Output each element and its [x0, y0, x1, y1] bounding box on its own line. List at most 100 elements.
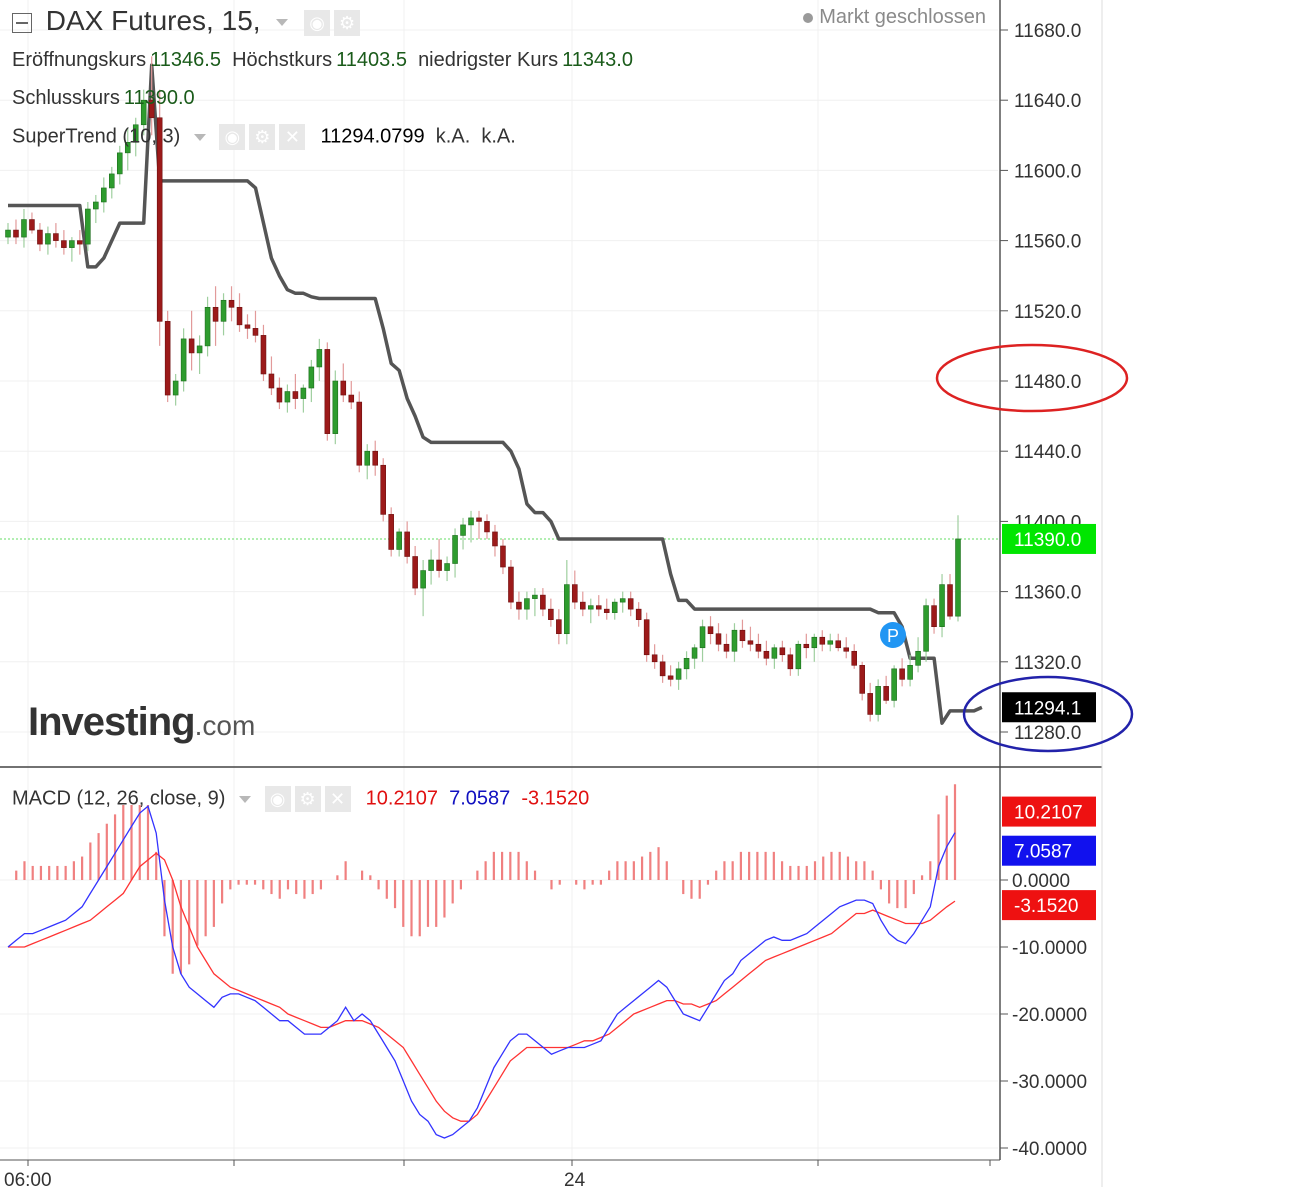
candle-body: [484, 521, 490, 533]
candle-body: [101, 187, 107, 203]
eye-icon[interactable]: ◉: [219, 124, 246, 150]
candle-body: [45, 233, 51, 245]
signal-value: -3.1520: [521, 787, 590, 810]
candle-body: [603, 608, 610, 613]
macd-legend: MACD (12, 26, close, 9) ◉ ⚙ ✕ 10.2107 7.05…: [12, 786, 589, 812]
candle-body: [428, 559, 434, 571]
open-label: Eröffnungskurs: [12, 49, 147, 71]
candle-body: [508, 566, 514, 603]
price-tick-label: 11280.0: [1014, 723, 1081, 744]
status-dot-icon: [803, 12, 814, 23]
candle-body: [763, 650, 770, 659]
chevron-down-icon[interactable]: [238, 795, 251, 803]
candle-body: [388, 514, 394, 550]
price-tick-label: 11440.0: [1014, 442, 1081, 463]
candle-body: [308, 366, 315, 389]
candle-body: [691, 647, 698, 659]
candle-body: [811, 636, 818, 649]
candle-body: [659, 661, 666, 677]
macd-tag: 7.0587: [1014, 842, 1072, 863]
candle-body: [228, 299, 235, 308]
candle-body: [683, 657, 690, 670]
candle-body: [244, 324, 251, 329]
eye-icon[interactable]: ◉: [304, 9, 331, 36]
macd-hist-value: 10.2107: [365, 787, 438, 810]
chevron-down-icon[interactable]: [276, 19, 289, 27]
candle-body: [460, 524, 466, 536]
candle-body: [61, 240, 67, 248]
candle-body: [21, 219, 27, 238]
candle-body: [236, 306, 243, 326]
price-tick-label: 11560.0: [1014, 232, 1081, 253]
candle-body: [500, 545, 506, 568]
candle-body: [5, 229, 11, 238]
candle-body: [572, 584, 578, 603]
last-price-tag: 11390.0: [1014, 530, 1081, 551]
candle-body: [827, 640, 834, 645]
candle-body: [268, 373, 275, 389]
signal-tag-bg: [1002, 890, 1096, 921]
gear-icon[interactable]: ⚙: [334, 9, 361, 36]
candle-body: [891, 668, 897, 701]
supertrend-tag-bg: [1002, 692, 1096, 723]
macd-tag-bg: [1002, 835, 1096, 866]
candle-body: [643, 619, 650, 656]
price-tick-label: 11600.0: [1014, 161, 1081, 182]
candle-body: [611, 601, 618, 613]
logo-domain: .com: [194, 710, 256, 741]
candle-body: [292, 391, 299, 399]
candle-body: [284, 391, 291, 403]
candle-body: [931, 605, 937, 628]
candle-body: [348, 394, 355, 403]
close-label: Schlusskurs: [12, 87, 120, 109]
macd-lines: [7, 805, 956, 1139]
chevron-down-icon[interactable]: [193, 133, 206, 141]
candle-body: [332, 380, 339, 434]
candle-body: [380, 464, 386, 515]
candle-body: [29, 219, 35, 231]
gear-icon[interactable]: ⚙: [294, 786, 321, 812]
p-marker-label: P: [887, 626, 899, 646]
candle-body: [13, 229, 19, 238]
candle-body: [867, 693, 873, 715]
candle-body: [875, 686, 881, 715]
candle-body: [404, 531, 410, 557]
signal-line: [8, 852, 956, 1122]
candle-body: [843, 647, 850, 652]
candle-body: [651, 654, 658, 663]
x-tick-label: 06:00: [4, 1170, 52, 1187]
candle-body: [595, 605, 602, 610]
candle-body: [77, 240, 83, 245]
gear-icon[interactable]: ⚙: [249, 124, 276, 150]
last-price-tag-bg: [1002, 523, 1096, 554]
supertrend-tag: 11294.1: [1014, 698, 1081, 719]
macd-tick-label: -40.0000: [1012, 1139, 1087, 1160]
candle-body: [587, 605, 594, 610]
candle-body: [907, 665, 913, 680]
candle-body: [699, 626, 706, 649]
macd-hist-tag-bg: [1002, 796, 1096, 827]
close-icon[interactable]: ✕: [279, 124, 306, 150]
candle-body: [795, 643, 802, 670]
candle-body: [53, 233, 59, 241]
candle-body: [340, 380, 347, 396]
candle-body: [707, 626, 714, 635]
eye-icon[interactable]: ◉: [264, 786, 291, 812]
candle-body: [923, 605, 929, 652]
close-icon[interactable]: ✕: [324, 786, 351, 812]
candle-body: [787, 654, 794, 670]
candle-body: [372, 450, 379, 466]
ohlc-row: Eröffnungskurs 11346.5 Höchstkurs 11403.5 …: [12, 48, 633, 72]
chart-title: DAX Futures, 15,: [45, 5, 261, 36]
candle-body: [140, 99, 147, 126]
candle-body: [516, 601, 522, 610]
macd-tick-label: -10.0000: [1012, 938, 1087, 959]
collapse-icon[interactable]: [12, 12, 32, 33]
candle-body: [93, 201, 99, 210]
candle-body: [188, 338, 195, 354]
candle-body: [548, 608, 554, 620]
price-tags: 11390.0 11294.1 10.2107 7.0587 -3.1520: [1002, 523, 1096, 921]
candle-body: [723, 643, 730, 652]
grid: [0, 0, 1000, 1160]
candle-body: [835, 640, 842, 649]
